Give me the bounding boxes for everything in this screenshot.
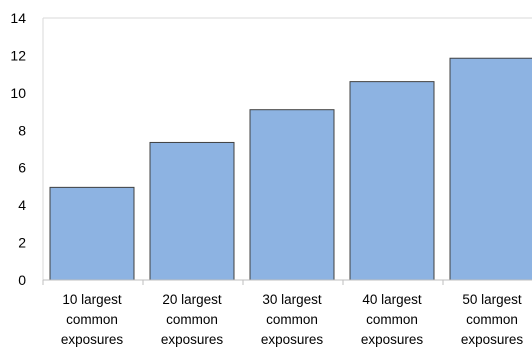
y-tick-label: 6	[18, 160, 26, 176]
x-category-label-line: common	[66, 312, 118, 327]
y-tick-label: 10	[10, 85, 26, 101]
y-tick-label: 0	[18, 272, 26, 288]
bar	[149, 141, 235, 281]
x-category-label: 40 largest common exposures	[361, 292, 424, 347]
x-category-label-line: common	[466, 312, 518, 327]
x-category-label-line: 20 largest	[162, 292, 222, 307]
x-category-label-line: common	[366, 312, 418, 327]
bar	[449, 57, 532, 281]
bar	[49, 186, 135, 281]
y-tick-label: 14	[10, 10, 26, 26]
x-category-label-line: 30 largest	[262, 292, 322, 307]
x-category-label-line: exposures	[61, 332, 124, 347]
x-axis: 10 largest common exposures 20 largest commo…	[42, 279, 532, 347]
y-tick-label: 4	[18, 197, 26, 213]
y-axis: 0 2 4 6 8 10 12 14	[10, 10, 44, 288]
x-category-label-line: common	[266, 312, 318, 327]
y-tick-label: 8	[18, 122, 26, 138]
bar	[249, 109, 335, 281]
x-category-label-line: exposures	[461, 332, 524, 347]
x-category-label-line: 40 largest	[362, 292, 422, 307]
x-category-label: 20 largest common exposures	[161, 292, 224, 347]
x-category-label: 50 largest common exposures	[461, 292, 524, 347]
x-category-label-line: common	[166, 312, 218, 327]
x-category-label-line: 50 largest	[462, 292, 522, 307]
bar	[349, 81, 435, 281]
x-category-label: 10 largest common exposures	[61, 292, 124, 347]
y-tick-label: 2	[18, 235, 26, 251]
x-category-label-line: exposures	[161, 332, 224, 347]
x-category-label-line: 10 largest	[62, 292, 122, 307]
x-category-label-line: exposures	[361, 332, 424, 347]
x-category-label-line: exposures	[261, 332, 324, 347]
x-category-label: 30 largest common exposures	[261, 292, 324, 347]
y-tick-label: 12	[10, 47, 26, 63]
bars	[49, 57, 532, 281]
